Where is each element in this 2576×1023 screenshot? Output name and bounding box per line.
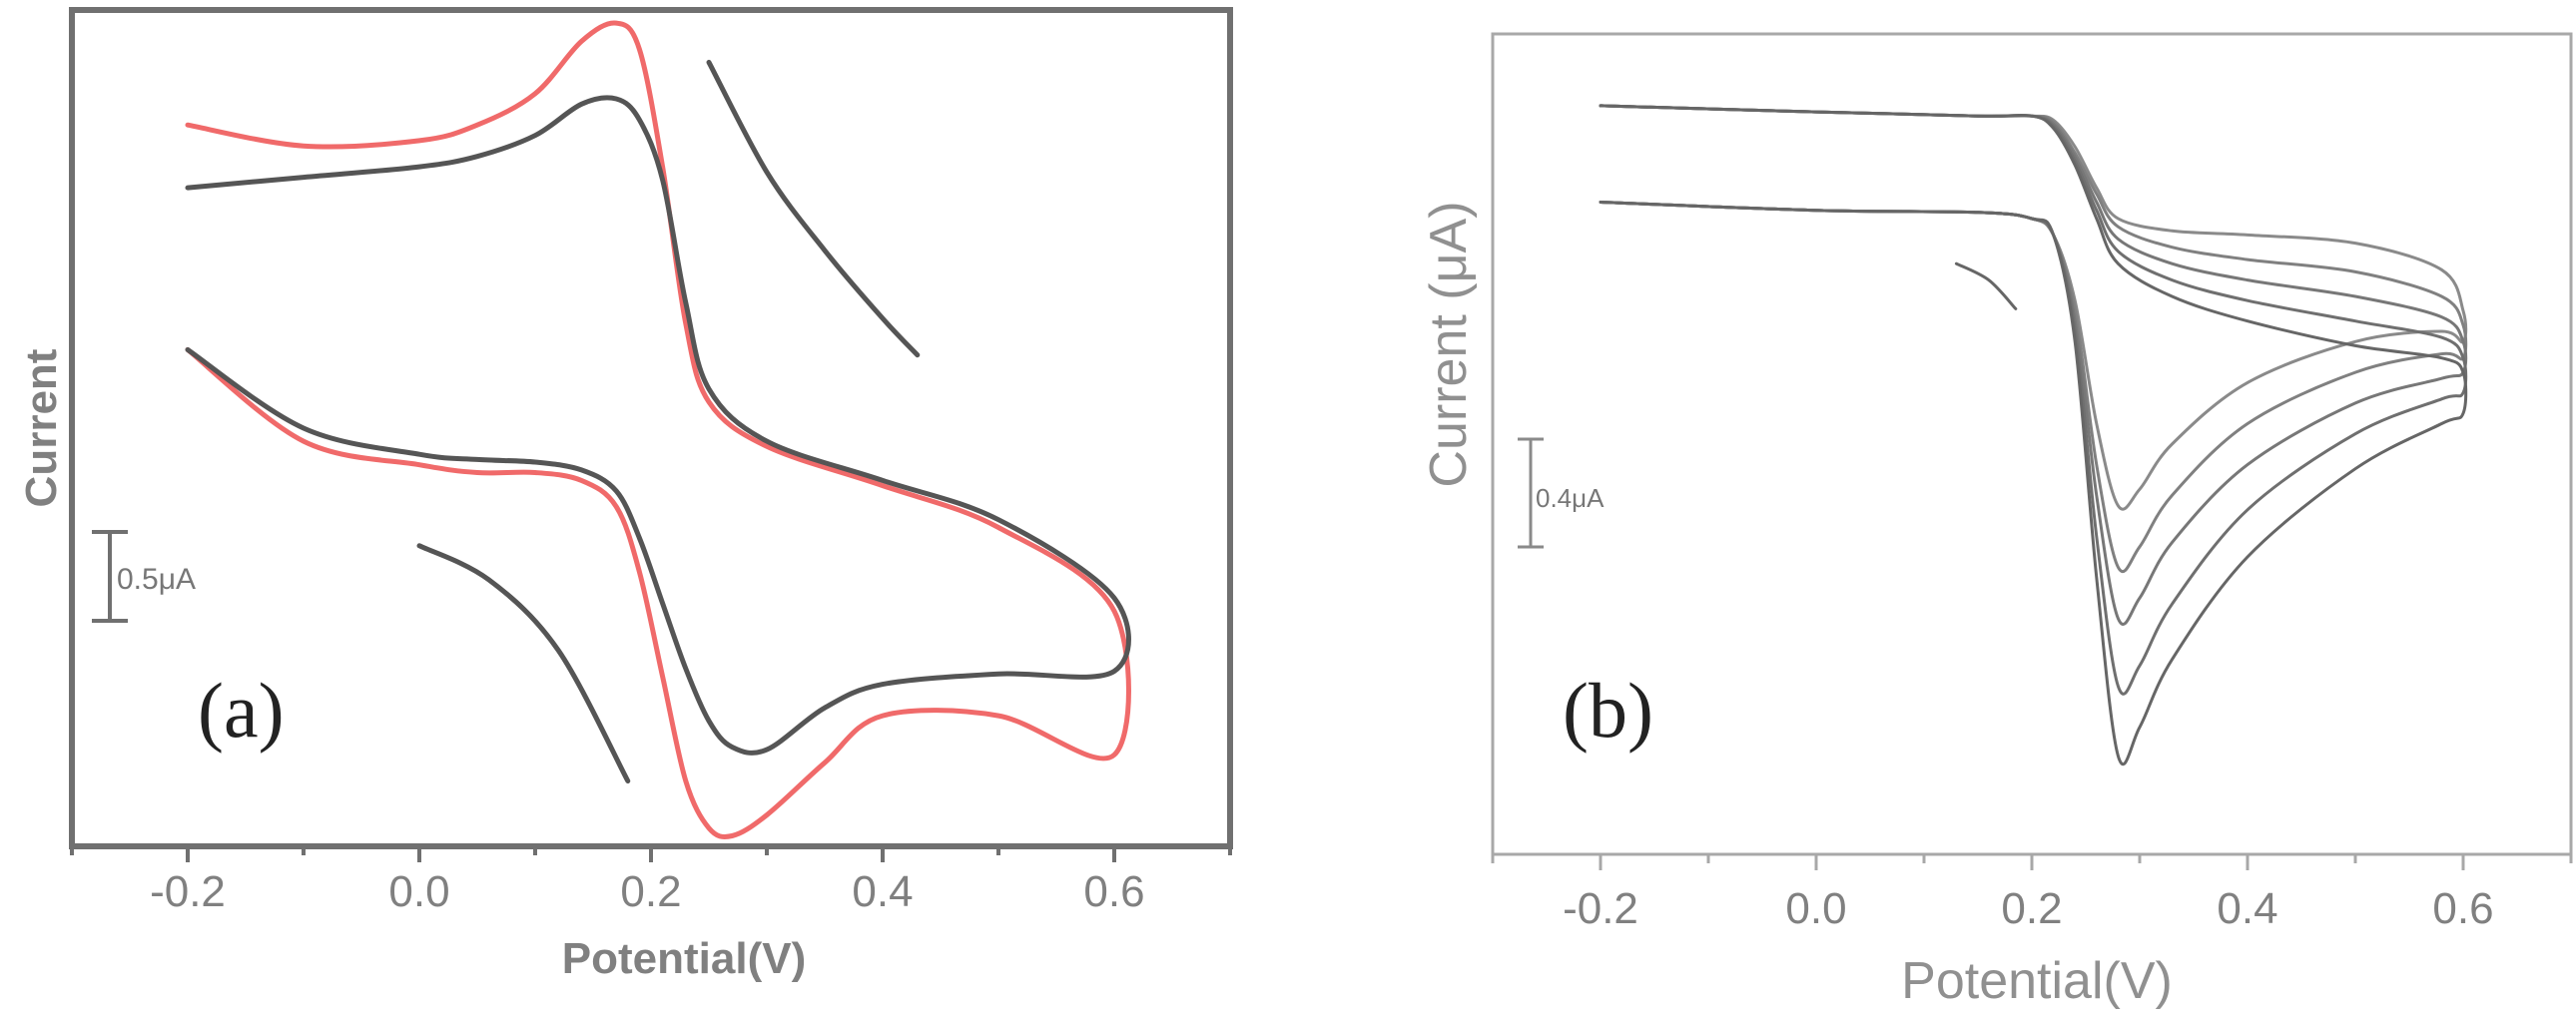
- panel-a-x-ticks: [70, 846, 1232, 862]
- panel-label-a: (a): [198, 667, 285, 754]
- panel-a: -0.2 0.0 0.2 0.4 0.6 0.5μA (a) Potential…: [17, 7, 1233, 983]
- panel-a-tick-label: 0.4: [852, 867, 913, 916]
- panel-b-x-axis-title: Potential(V): [1901, 952, 2173, 1010]
- panel-a-tick-label: 0.0: [388, 867, 449, 916]
- panel-b-scan-5: [1599, 104, 2468, 767]
- panel-b-y-axis-title: Current (μA): [1420, 201, 1478, 487]
- panel-a-series: [185, 20, 1131, 839]
- panel-b-scale-bar: 0.4μA: [1518, 437, 1605, 549]
- panel-b-series: [1599, 104, 2468, 767]
- panel-a-scale-bar: 0.5μA: [92, 530, 196, 623]
- panel-a-curve-fragment-upper: [706, 59, 921, 358]
- panel-label-b: (b): [1563, 667, 1653, 754]
- panel-a-x-axis-title: Potential(V): [562, 934, 806, 983]
- panel-b-tick-label: 0.0: [1785, 884, 1846, 933]
- panel-b-x-ticks: [1491, 854, 2573, 870]
- panel-a-x-tick-labels: -0.2 0.0 0.2 0.4 0.6: [150, 867, 1145, 916]
- panel-b: -0.2 0.0 0.2 0.4 0.6 0.4μA (b) Potential…: [1420, 32, 2573, 1010]
- panel-a-tick-label: 0.6: [1083, 867, 1144, 916]
- panel-a-curve-fragment-lower: [416, 543, 631, 783]
- panel-a-curve-black: [185, 95, 1131, 756]
- panel-a-tick-label: 0.2: [620, 867, 681, 916]
- scale-bar-label: 0.4μA: [1536, 483, 1605, 513]
- panel-b-frame: [1491, 32, 2573, 856]
- scale-bar-label: 0.5μA: [117, 563, 196, 596]
- panel-a-curve-red: [185, 20, 1131, 839]
- panel-b-x-tick-labels: -0.2 0.0 0.2 0.4 0.6: [1563, 884, 2494, 933]
- panel-a-tick-label: -0.2: [150, 867, 226, 916]
- panel-a-y-axis-title: Current: [17, 348, 66, 507]
- panel-b-scan-fragment: [1954, 261, 2018, 310]
- panel-b-tick-label: 0.2: [2001, 884, 2062, 933]
- panel-b-tick-label: -0.2: [1563, 884, 1638, 933]
- panel-b-tick-label: 0.6: [2432, 884, 2493, 933]
- panel-b-tick-label: 0.4: [2217, 884, 2277, 933]
